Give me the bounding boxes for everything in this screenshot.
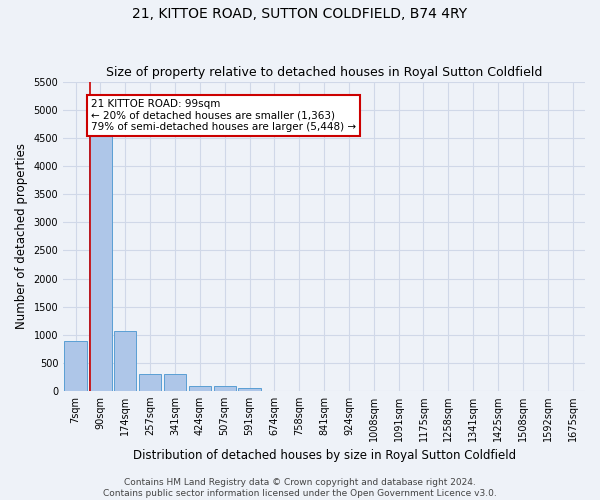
Bar bbox=[114, 332, 136, 391]
Bar bbox=[64, 342, 87, 391]
Bar bbox=[89, 135, 112, 391]
Bar bbox=[188, 386, 211, 391]
Y-axis label: Number of detached properties: Number of detached properties bbox=[15, 144, 28, 330]
Bar bbox=[238, 388, 261, 391]
Bar bbox=[164, 374, 186, 391]
Bar bbox=[214, 386, 236, 391]
Title: Size of property relative to detached houses in Royal Sutton Coldfield: Size of property relative to detached ho… bbox=[106, 66, 542, 80]
Text: 21, KITTOE ROAD, SUTTON COLDFIELD, B74 4RY: 21, KITTOE ROAD, SUTTON COLDFIELD, B74 4… bbox=[133, 8, 467, 22]
X-axis label: Distribution of detached houses by size in Royal Sutton Coldfield: Distribution of detached houses by size … bbox=[133, 450, 515, 462]
Bar bbox=[139, 374, 161, 391]
Text: 21 KITTOE ROAD: 99sqm
← 20% of detached houses are smaller (1,363)
79% of semi-d: 21 KITTOE ROAD: 99sqm ← 20% of detached … bbox=[91, 99, 356, 132]
Text: Contains HM Land Registry data © Crown copyright and database right 2024.
Contai: Contains HM Land Registry data © Crown c… bbox=[103, 478, 497, 498]
